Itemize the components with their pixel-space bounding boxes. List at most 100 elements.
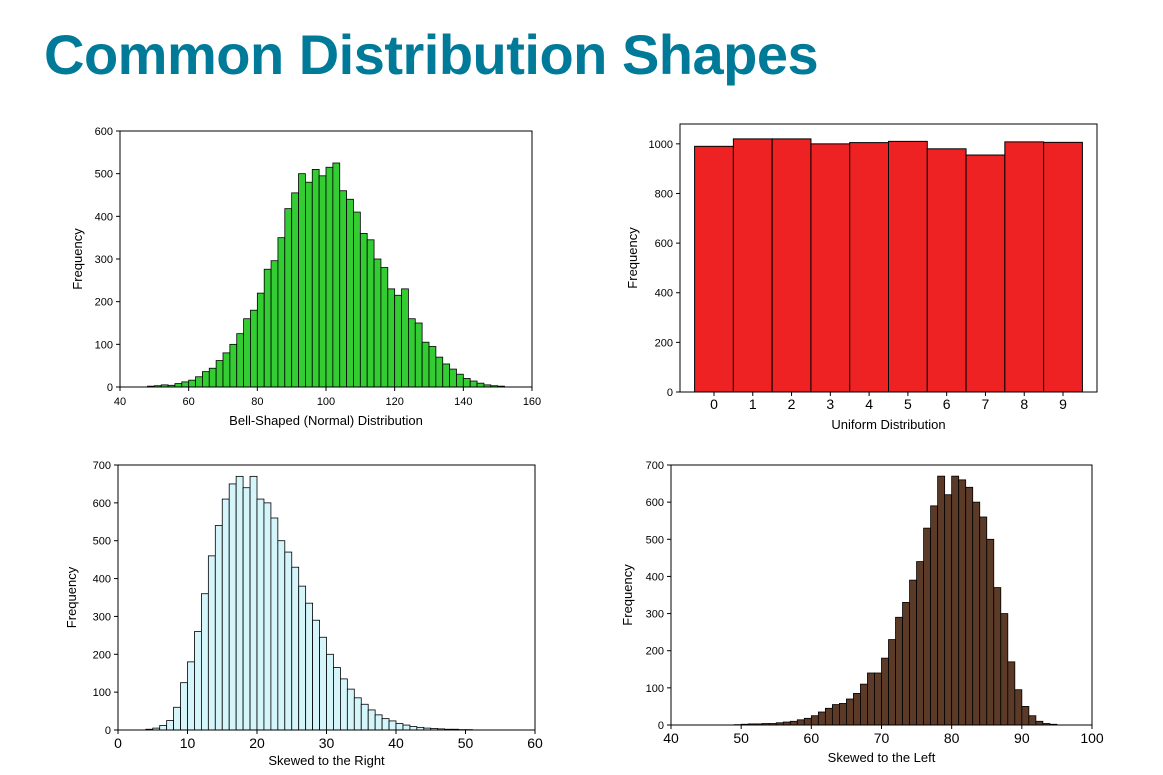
histogram-bar: [284, 208, 293, 388]
histogram-bar: [319, 636, 327, 731]
y-tick-label: 200: [646, 646, 664, 658]
y-axis-label: Frequency: [70, 228, 85, 290]
x-tick-label: 6: [943, 396, 951, 412]
y-tick-label: 400: [646, 571, 664, 583]
histogram-bar: [201, 371, 210, 388]
histogram-bar: [284, 551, 293, 731]
histogram-bar: [263, 268, 272, 388]
bar-1: [732, 138, 773, 393]
x-tick-label: 100: [1080, 730, 1104, 746]
histogram-bar: [228, 483, 237, 731]
plot-frame: [670, 464, 1093, 726]
x-axis-label: Uniform Distribution: [831, 417, 945, 432]
histogram-bar: [387, 288, 396, 388]
y-axis-label: Frequency: [620, 564, 635, 626]
x-tick-label: 50: [733, 730, 749, 746]
y-tick-label: 200: [93, 649, 111, 661]
histogram-bar: [462, 378, 471, 388]
histogram-bar: [270, 260, 279, 388]
histogram-bar: [353, 211, 361, 388]
histogram-bar: [221, 498, 230, 731]
histogram-bar: [353, 697, 362, 731]
histogram-bar: [173, 706, 181, 731]
y-tick-label: 500: [95, 169, 113, 181]
histogram-bar: [895, 616, 903, 726]
histogram-bar: [318, 175, 327, 388]
x-tick-label: 2: [788, 396, 796, 412]
histogram-bar: [902, 602, 910, 726]
x-tick-label: 7: [982, 396, 990, 412]
histogram-bar: [304, 181, 313, 388]
y-tick-label: 600: [655, 238, 673, 250]
y-tick-label: 0: [658, 720, 664, 732]
histogram-bar: [367, 709, 376, 731]
histogram-bar: [291, 566, 300, 731]
x-tick-label: 5: [904, 396, 912, 412]
histogram-bar: [332, 162, 341, 388]
y-axis-label: Frequency: [64, 566, 79, 628]
x-tick-label: 160: [523, 396, 541, 408]
right-skewed-chart: 0 10 20 30 40 50 60 0 100 200 300 400 500 600 700 Skewe…: [58, 455, 553, 773]
bar-2: [771, 138, 812, 393]
bar-4: [849, 142, 889, 393]
histogram-bar: [456, 373, 464, 388]
histogram-bar: [311, 169, 320, 388]
histogram-bar: [395, 723, 404, 731]
histogram-bar: [853, 693, 861, 726]
histogram-bar: [380, 267, 389, 388]
histogram-bar: [846, 698, 854, 726]
histogram-bar: [326, 653, 334, 731]
histogram-bar: [346, 688, 355, 731]
x-tick-label: 60: [527, 735, 543, 751]
bar-5: [888, 140, 928, 393]
x-tick-label: 9: [1059, 396, 1067, 412]
y-tick-label: 0: [107, 382, 113, 394]
x-tick-label: 0: [710, 396, 718, 412]
histogram-bar: [325, 166, 334, 388]
histogram-bar: [401, 288, 409, 388]
y-tick-label: 300: [646, 609, 664, 621]
histogram-bar: [250, 309, 258, 388]
histogram-bar: [166, 720, 175, 731]
x-tick-label: 90: [1014, 730, 1030, 746]
histogram-bar: [388, 720, 397, 731]
plot-frame: [117, 464, 536, 731]
histogram-bar: [207, 555, 216, 731]
histogram-bar: [965, 486, 974, 726]
histogram-bar: [930, 505, 939, 726]
histogram-bar: [824, 707, 833, 726]
y-tick-label: 300: [95, 254, 113, 266]
histogram-bar: [235, 475, 244, 731]
histogram-bar: [402, 724, 411, 731]
histogram-bar: [222, 352, 231, 388]
x-tick-label: 40: [114, 396, 126, 408]
plot-frame: [679, 123, 1098, 393]
histogram-bar: [803, 717, 812, 726]
histogram-bar: [346, 198, 354, 388]
histogram-bar: [312, 619, 320, 731]
histogram-bar: [366, 239, 375, 388]
y-tick-label: 600: [95, 126, 113, 138]
histogram-bar: [986, 538, 995, 726]
histogram-bar: [958, 479, 967, 726]
y-tick-label: 600: [93, 498, 111, 510]
histogram-bar: [381, 718, 390, 731]
y-tick-label: 200: [655, 337, 673, 349]
histogram-bar: [277, 237, 286, 388]
y-tick-label: 100: [646, 683, 664, 695]
x-tick-label: 4: [865, 396, 873, 412]
histogram-bar: [360, 703, 369, 731]
y-tick-label: 400: [95, 211, 113, 223]
x-tick-label: 120: [385, 396, 403, 408]
histogram-bar: [214, 525, 223, 731]
y-tick-label: 200: [95, 297, 113, 309]
histogram-bar: [874, 672, 882, 726]
x-tick-label: 60: [183, 396, 195, 408]
histogram-bar: [1035, 720, 1044, 726]
histogram-bar: [374, 714, 383, 731]
histogram-bar: [373, 258, 382, 388]
histogram-bar: [831, 704, 840, 726]
x-tick-label: 70: [874, 730, 890, 746]
histogram-bar: [242, 487, 251, 731]
bar-7: [965, 154, 1006, 393]
